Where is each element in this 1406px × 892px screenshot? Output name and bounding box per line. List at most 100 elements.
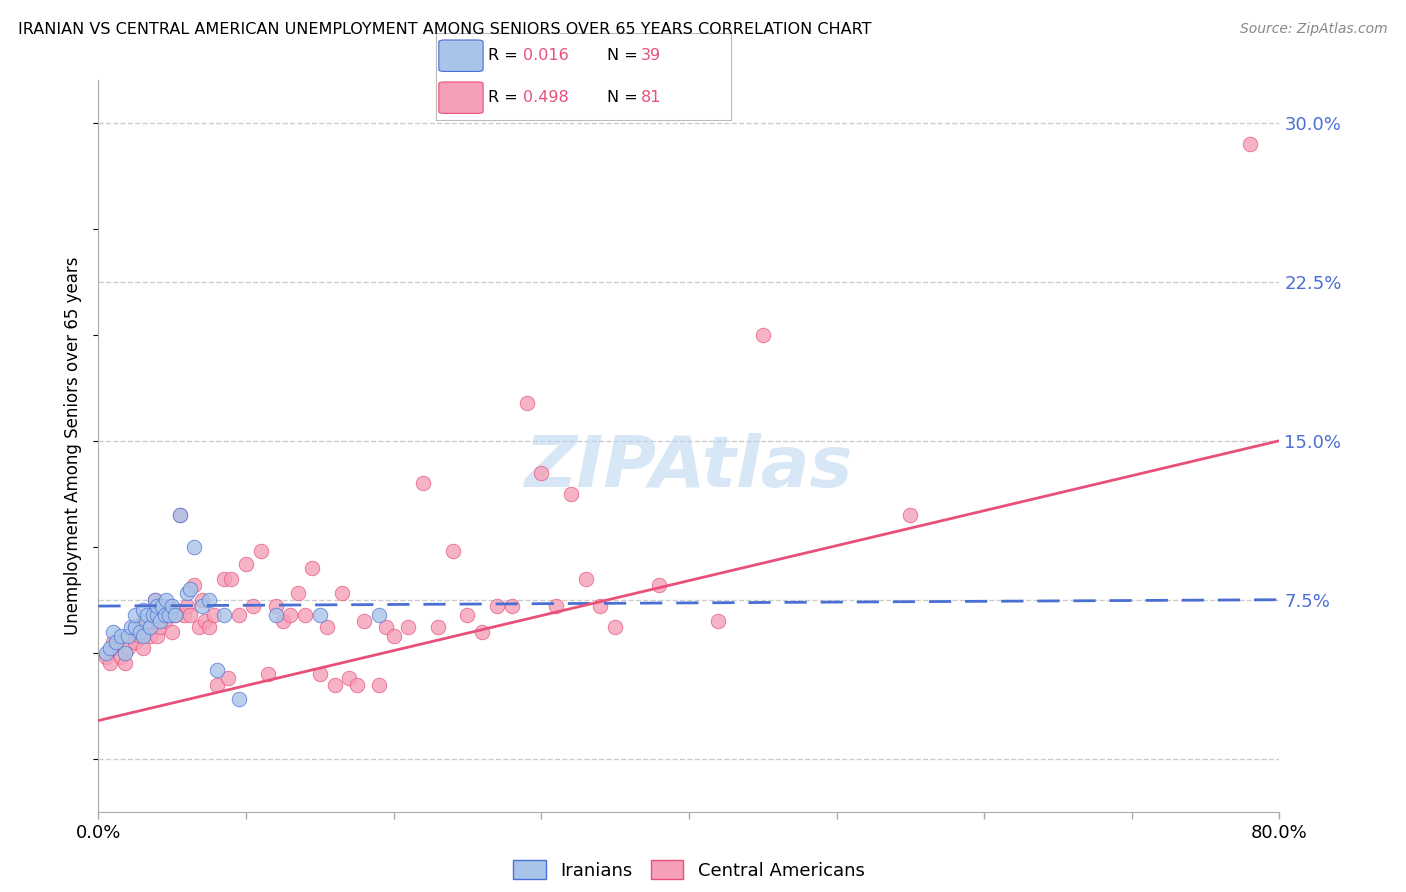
Point <box>124 620 146 634</box>
Point <box>183 578 205 592</box>
Point <box>1239 136 1261 151</box>
Point <box>139 629 162 643</box>
Point <box>501 599 523 613</box>
Point <box>309 607 332 622</box>
Point <box>162 599 183 613</box>
FancyBboxPatch shape <box>439 82 484 113</box>
Point <box>707 614 730 628</box>
Point <box>128 624 150 639</box>
Text: 39: 39 <box>641 48 661 63</box>
Point <box>103 635 125 649</box>
Text: R =: R = <box>488 90 523 105</box>
Text: IRANIAN VS CENTRAL AMERICAN UNEMPLOYMENT AMONG SENIORS OVER 65 YEARS CORRELATION: IRANIAN VS CENTRAL AMERICAN UNEMPLOYMENT… <box>18 22 872 37</box>
Point <box>530 466 553 480</box>
Point <box>176 599 198 613</box>
Point <box>153 614 176 628</box>
Point <box>117 641 139 656</box>
Point <box>162 624 183 639</box>
Point <box>589 599 612 613</box>
Point <box>179 607 201 622</box>
Point <box>427 620 450 634</box>
Point <box>105 641 128 656</box>
Point <box>412 476 434 491</box>
Point <box>155 592 177 607</box>
Point <box>264 599 287 613</box>
Point <box>217 671 239 685</box>
Point <box>169 508 191 522</box>
Point <box>142 607 165 622</box>
Point <box>396 620 419 634</box>
Point <box>257 667 280 681</box>
Point <box>191 599 214 613</box>
Point <box>323 677 346 691</box>
Point <box>205 663 228 677</box>
Point <box>132 641 155 656</box>
Point <box>287 586 309 600</box>
Point <box>235 557 257 571</box>
Point <box>132 614 155 628</box>
Point <box>136 607 159 622</box>
Point <box>900 508 922 522</box>
Point <box>157 607 180 622</box>
Point <box>124 607 146 622</box>
Point <box>198 620 221 634</box>
Point <box>110 629 132 643</box>
Point <box>136 614 159 628</box>
Point <box>149 614 172 628</box>
Point <box>546 599 568 613</box>
Point <box>212 607 235 622</box>
Point <box>560 486 582 500</box>
Point <box>165 607 187 622</box>
Point <box>139 620 162 634</box>
Point <box>375 620 398 634</box>
Point <box>574 572 596 586</box>
Point <box>146 607 169 622</box>
Point <box>751 327 773 342</box>
Point <box>120 620 142 634</box>
Point <box>135 614 157 628</box>
Point <box>132 629 155 643</box>
Point <box>228 692 250 706</box>
Text: R =: R = <box>488 48 523 63</box>
Point <box>191 592 214 607</box>
Point <box>202 607 225 622</box>
Text: ZIPAtlas: ZIPAtlas <box>524 434 853 502</box>
Point <box>146 629 169 643</box>
Point <box>135 624 157 639</box>
Point <box>330 586 353 600</box>
Point <box>143 592 166 607</box>
Point <box>176 586 198 600</box>
Text: N =: N = <box>607 90 643 105</box>
Point <box>179 582 201 596</box>
Point <box>150 599 173 613</box>
Point <box>128 629 150 643</box>
Point <box>146 599 169 613</box>
Point <box>486 599 509 613</box>
Point <box>219 572 242 586</box>
Y-axis label: Unemployment Among Seniors over 65 years: Unemployment Among Seniors over 65 years <box>65 257 83 635</box>
Point <box>515 395 537 409</box>
Text: 81: 81 <box>641 90 662 105</box>
Point <box>124 635 146 649</box>
Point <box>250 544 273 558</box>
Point <box>114 657 136 671</box>
Point <box>353 614 375 628</box>
Point <box>471 624 494 639</box>
Point <box>242 599 264 613</box>
Point <box>153 607 176 622</box>
Point <box>316 620 339 634</box>
Point <box>339 671 360 685</box>
Point <box>605 620 627 634</box>
Point <box>183 540 205 554</box>
Point <box>368 607 391 622</box>
Point <box>149 620 172 634</box>
Point <box>157 599 180 613</box>
Point <box>194 614 217 628</box>
Point <box>212 572 235 586</box>
Point <box>94 646 117 660</box>
Point <box>98 657 121 671</box>
Point <box>346 677 368 691</box>
Point <box>228 607 250 622</box>
Point <box>143 592 166 607</box>
Point <box>132 603 155 617</box>
